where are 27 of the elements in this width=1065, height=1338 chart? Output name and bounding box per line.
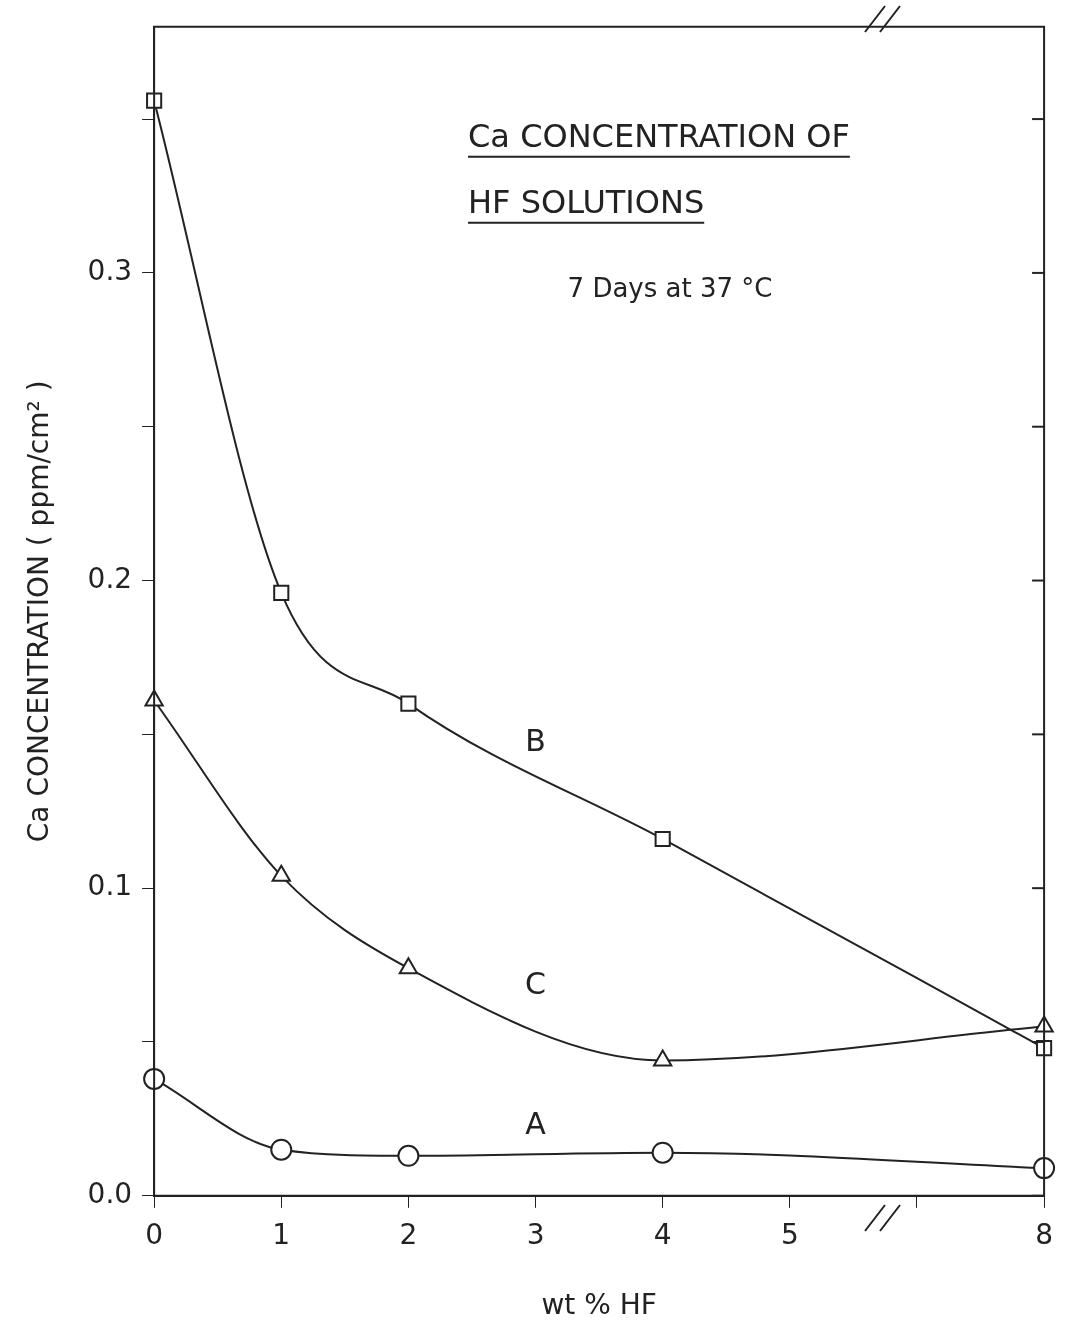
x-tick-label: 1 bbox=[272, 1217, 291, 1251]
y-tick-label: 0.3 bbox=[87, 254, 133, 288]
x-tick-label: 3 bbox=[526, 1217, 545, 1251]
x-tick-label: 4 bbox=[653, 1217, 672, 1251]
point bbox=[1033, 1157, 1056, 1180]
text: Ca CONCENTRATION OF HF SOLUTIONS bbox=[468, 116, 850, 221]
point bbox=[400, 695, 417, 712]
x-axis-title: wt % HF bbox=[541, 1288, 657, 1322]
y-tick-label: 0.1 bbox=[87, 869, 133, 903]
point bbox=[270, 1138, 293, 1161]
x-tick-label: 8 bbox=[1035, 1217, 1054, 1251]
series-label: A bbox=[525, 1106, 547, 1142]
y-tick-label: 0.0 bbox=[87, 1177, 133, 1211]
x-tick-label: 0 bbox=[145, 1217, 164, 1251]
point bbox=[143, 1067, 166, 1090]
point bbox=[654, 830, 671, 848]
y-tick-label: 0.2 bbox=[87, 561, 133, 595]
point bbox=[397, 1144, 420, 1167]
point bbox=[398, 957, 419, 975]
y-axis-title: Ca CONCENTRATION ( ppm/cm² ) bbox=[22, 380, 56, 843]
point bbox=[273, 584, 290, 601]
point bbox=[651, 1141, 674, 1164]
series-label: C bbox=[525, 966, 547, 1002]
text: 7 Days at 37 °C bbox=[567, 272, 773, 303]
series-label: B bbox=[525, 723, 546, 759]
x-tick-label: 5 bbox=[780, 1217, 799, 1251]
x-tick-label: 2 bbox=[399, 1217, 418, 1251]
